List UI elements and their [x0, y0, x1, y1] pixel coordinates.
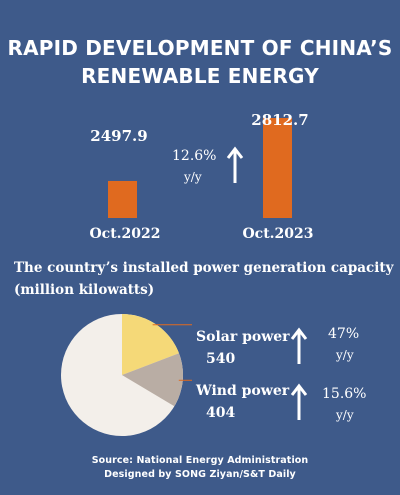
up-arrow-icon — [226, 146, 244, 183]
solar-growth-unit: y/y — [336, 348, 354, 362]
pie-slice-solar — [122, 314, 179, 375]
wind-growth-unit: y/y — [336, 408, 354, 422]
bar-oct2023 — [263, 118, 292, 218]
title-line-2: RENEWABLE ENERGY — [81, 64, 319, 88]
wind-growth: 15.6% — [322, 386, 367, 402]
wind-up-arrow-icon — [290, 383, 308, 420]
bar-category-label-2022: Oct.2022 — [89, 226, 161, 242]
bar-category-label-2023: Oct.2023 — [242, 226, 314, 242]
bar-value-label-2022: 2497.9 — [90, 127, 148, 145]
pie-slice-wind — [122, 353, 183, 407]
source-line-1: Source: National Energy Administration — [91, 455, 309, 466]
wind-value: 404 — [206, 405, 236, 421]
title-line-1: RAPID DEVELOPMENT OF CHINA’S — [7, 36, 393, 60]
bar-value-label-2023: 2812.7 — [251, 111, 309, 129]
bar-growth-label: 12.6% — [172, 148, 217, 164]
pie-caption-line-2: (million kilowatts) — [14, 282, 155, 298]
wind-label: Wind power — [196, 383, 290, 399]
pie-caption-line-1: The country’s installed power generation… — [14, 260, 394, 276]
source-line-2: Designed by SONG Ziyan/S&T Daily — [104, 469, 296, 480]
solar-value: 540 — [206, 351, 236, 367]
solar-up-arrow-icon — [290, 327, 308, 364]
bar-growth-unit: y/y — [184, 170, 202, 184]
solar-label: Solar power — [196, 329, 290, 345]
solar-growth: 47% — [328, 326, 360, 342]
bar-oct2022 — [108, 180, 137, 218]
